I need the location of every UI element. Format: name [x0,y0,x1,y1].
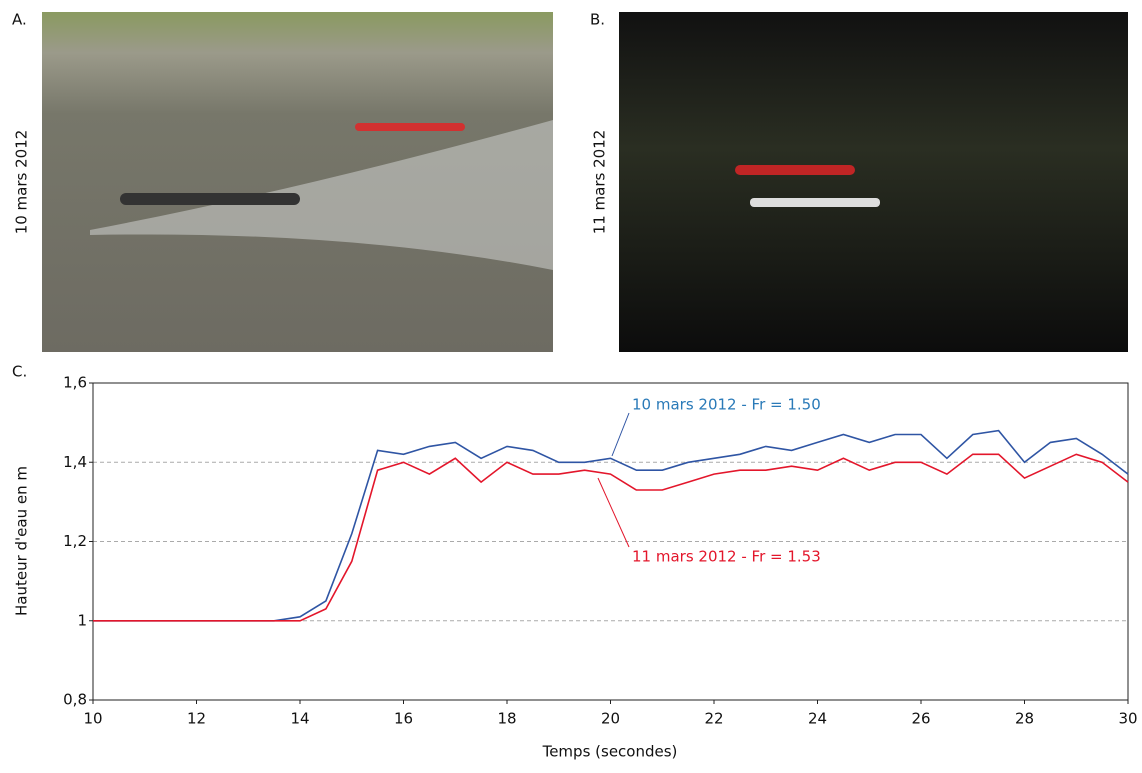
photo-caption: 11 mars 2012 [591,130,609,235]
x-tick-label: 16 [394,710,413,728]
panel-label: B. [590,11,605,29]
photo-b [619,12,1128,352]
data-line [93,453,1129,622]
x-tick-label: 28 [1015,710,1034,728]
y-tick-label: 1 [77,611,87,629]
photo-b-kayak [750,198,880,207]
photo-caption: 10 mars 2012 [13,130,31,235]
panel-label: A. [12,11,27,29]
x-tick-label: 24 [808,710,827,728]
panel-label: C. [12,363,27,381]
x-tick-label: 30 [1118,710,1137,728]
photo-a-kayak [355,123,465,131]
x-axis-label: Temps (secondes) [542,743,678,761]
y-tick-label: 1,2 [63,532,87,550]
leader-line [597,477,630,548]
x-tick-label: 26 [911,710,930,728]
y-tick-label: 1,6 [63,374,87,392]
x-tick-label: 12 [187,710,206,728]
data-line [93,429,1129,622]
photo-a-kayak [120,193,300,205]
x-tick-label: 20 [601,710,620,728]
x-tick-label: 18 [497,710,516,728]
photo-b-kayak [735,165,855,175]
photo-a-wave [90,120,553,270]
x-tick-label: 14 [290,710,309,728]
x-tick-label: 10 [83,710,102,728]
leader-line [611,412,630,457]
y-axis-label: Hauteur d'eau en m [13,466,31,616]
x-tick-label: 22 [704,710,723,728]
series-label: 11 mars 2012 - Fr = 1.53 [632,548,821,566]
y-tick-label: 1,4 [63,453,87,471]
plot-frame [92,382,1129,701]
series-label: 10 mars 2012 - Fr = 1.50 [632,396,821,414]
y-tick-label: 0,8 [63,691,87,709]
